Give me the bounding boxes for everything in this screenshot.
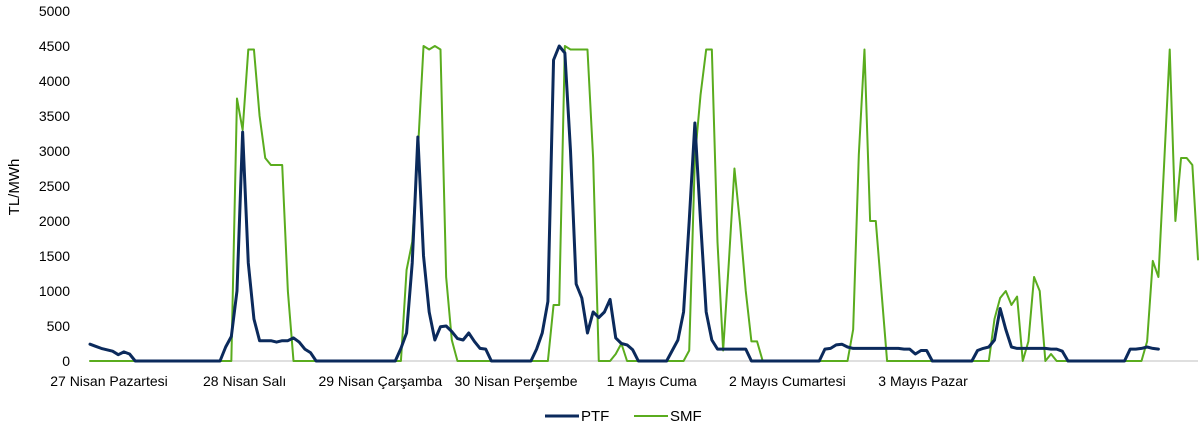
- y-tick-label: 4000: [39, 73, 70, 89]
- legend-label-smf: SMF: [670, 408, 702, 425]
- x-category-label: 30 Nisan Perşembe: [455, 373, 578, 389]
- y-axis-title: TL/MWh: [6, 159, 23, 216]
- x-category-label: 3 Mayıs Pazar: [878, 373, 968, 389]
- legend-label-ptf: PTF: [581, 408, 609, 425]
- series-line-ptf: [88, 44, 1160, 363]
- y-tick-label: 0: [62, 353, 70, 369]
- y-tick-label: 5000: [39, 3, 70, 19]
- y-tick-label: 500: [47, 318, 71, 334]
- y-tick-label: 1500: [39, 248, 70, 264]
- x-category-label: 1 Mayıs Cuma: [607, 373, 697, 389]
- series-line-smf: [89, 45, 1199, 362]
- x-category-label: 27 Nisan Pazartesi: [50, 373, 168, 389]
- y-tick-label: 3500: [39, 108, 70, 124]
- y-tick-label: 2000: [39, 213, 70, 229]
- y-tick-label: 4500: [39, 38, 70, 54]
- series-lines: [88, 44, 1199, 363]
- x-axis-tick-labels: 27 Nisan Pazartesi 28 Nisan Salı 29 Nisan …: [50, 373, 968, 389]
- y-tick-label: 2500: [39, 178, 70, 194]
- y-axis-tick-labels: 0 500 1000 1500 2000 2500 3000 3500 4000 4500 5000: [39, 3, 70, 369]
- x-category-label: 28 Nisan Salı: [203, 373, 286, 389]
- x-category-label: 2 Mayıs Cumartesi: [729, 373, 846, 389]
- y-tick-label: 3000: [39, 143, 70, 159]
- x-category-label: 29 Nisan Çarşamba: [318, 373, 442, 389]
- legend: PTF SMF: [545, 408, 702, 425]
- y-tick-label: 1000: [39, 283, 70, 299]
